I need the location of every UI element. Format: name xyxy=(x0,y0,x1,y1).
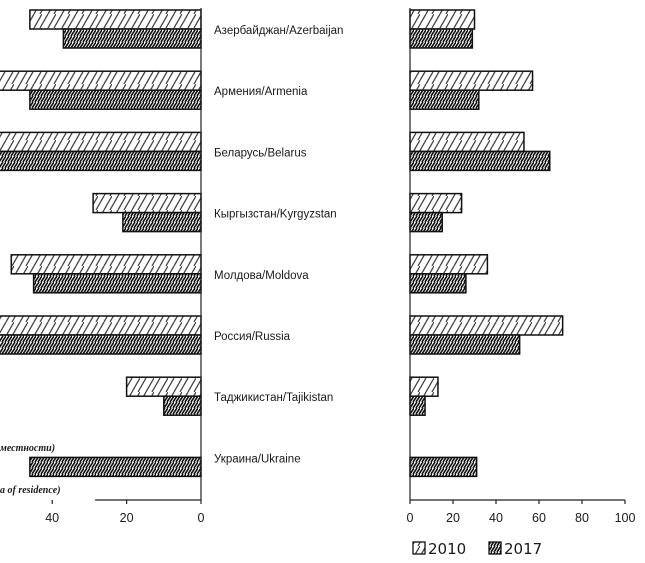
right-tick-label-3: 60 xyxy=(532,511,546,525)
left-chart-bars xyxy=(0,9,202,478)
bar-left-2017-5 xyxy=(0,334,202,355)
bar-left-2017-7 xyxy=(29,456,202,478)
country-label-0: Азербайджан/Azerbaijan xyxy=(214,25,343,37)
country-labels: Азербайджан/Azerbaijan Армения/Armenia Бел… xyxy=(214,25,343,465)
notes: местности) a of residence) xyxy=(0,443,61,496)
bar-left-2017-4 xyxy=(32,273,202,294)
bar-left-2017-6 xyxy=(163,395,202,416)
country-label-5: Россия/Russia xyxy=(214,331,291,343)
bar-right-2010-2 xyxy=(409,131,525,153)
country-label-1: Армения/Armenia xyxy=(214,86,308,98)
bar-right-2017-5 xyxy=(409,334,521,355)
legend-label-2017: 2017 xyxy=(504,540,542,558)
bar-right-2017-7 xyxy=(409,456,478,478)
bar-right-2017-6 xyxy=(409,395,426,416)
bar-right-2010-5 xyxy=(409,315,564,336)
note-text-1: a of residence) xyxy=(0,485,61,496)
country-label-7: Украина/Ukraine xyxy=(214,453,301,465)
bar-right-2017-2 xyxy=(409,150,551,172)
country-label-2: Беларусь/Belarus xyxy=(214,147,307,159)
bar-left-2010-6 xyxy=(125,376,202,397)
bar-right-2010-3 xyxy=(409,192,463,214)
left-tick-label-0: 40 xyxy=(45,511,59,525)
bar-left-2010-2 xyxy=(0,131,202,153)
bar-left-2010-3 xyxy=(92,192,202,214)
axes: 40 20 0 0 20 40 60 80 100 xyxy=(45,8,635,525)
note-text-0: местности) xyxy=(0,443,55,454)
bar-right-2017-3 xyxy=(409,211,443,233)
bar-left-2010-0 xyxy=(29,9,202,30)
bar-left-2010-5 xyxy=(0,315,202,336)
bar-left-2017-2 xyxy=(0,150,202,172)
legend-label-2010: 2010 xyxy=(428,540,466,558)
country-label-6: Таджикистан/Tajikistan xyxy=(214,392,333,404)
bar-left-2010-1 xyxy=(0,70,202,91)
bar-right-2017-0 xyxy=(409,28,474,49)
bar-left-2010-4 xyxy=(10,254,202,275)
right-chart-bars xyxy=(409,9,564,478)
bar-right-2010-4 xyxy=(409,254,489,275)
left-tick-label-1: 20 xyxy=(120,511,134,525)
bar-left-2017-0 xyxy=(62,28,202,49)
left-tick-label-2: 0 xyxy=(198,511,205,525)
right-tick-label-0: 0 xyxy=(407,511,414,525)
bar-right-2017-4 xyxy=(409,273,467,294)
bar-right-2010-0 xyxy=(409,9,476,30)
bar-left-2017-1 xyxy=(29,89,202,110)
bar-right-2010-6 xyxy=(409,376,439,397)
country-label-3: Кыргызстан/Kyrgyzstan xyxy=(214,209,337,221)
legend-swatch-2017 xyxy=(488,541,502,555)
country-label-4: Молдова/Moldova xyxy=(214,270,309,282)
right-tick-label-5: 100 xyxy=(615,511,636,525)
bar-right-2010-1 xyxy=(409,70,534,91)
bar-right-2017-1 xyxy=(409,89,480,110)
right-tick-label-2: 40 xyxy=(489,511,503,525)
legend: 2010 2017 xyxy=(412,540,542,558)
right-tick-label-1: 20 xyxy=(446,511,460,525)
right-tick-label-4: 80 xyxy=(575,511,589,525)
bar-left-2017-3 xyxy=(122,211,202,233)
legend-swatch-2010 xyxy=(412,541,426,555)
